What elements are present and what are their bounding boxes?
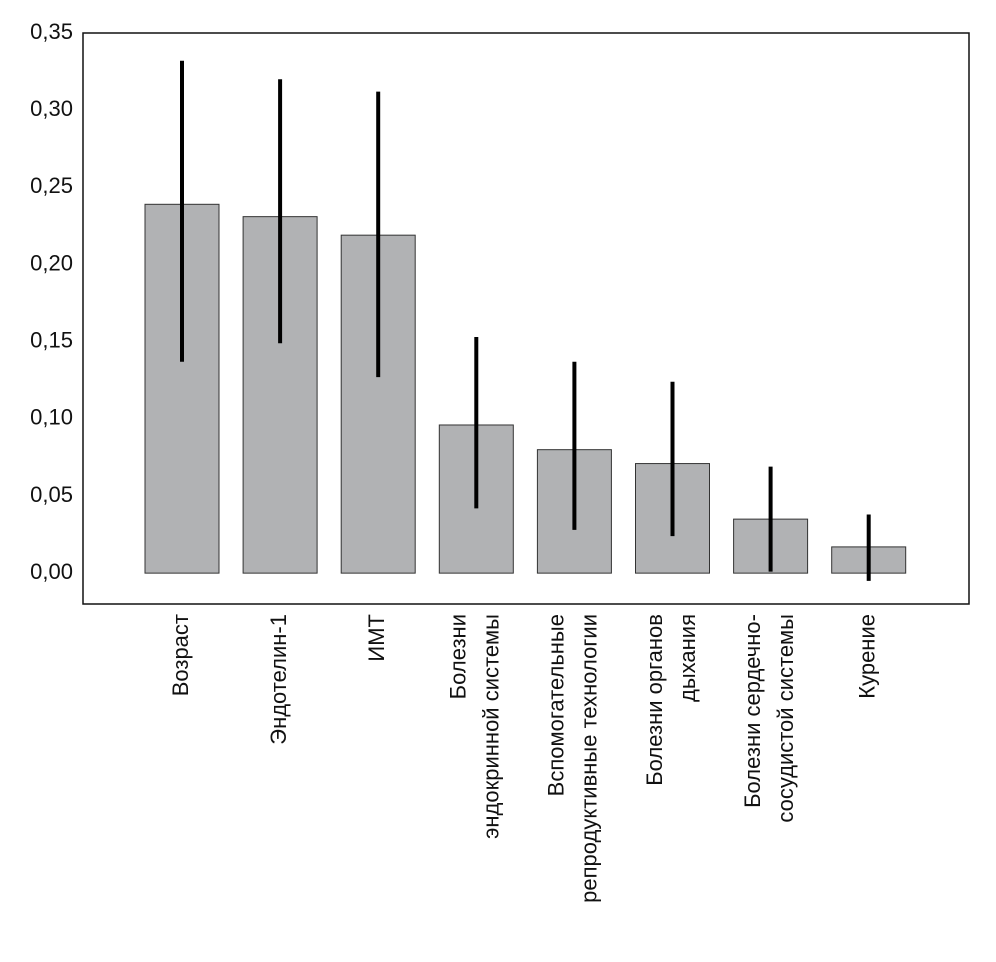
y-tick-label: 0,35 (30, 19, 73, 44)
plot-frame (82, 32, 970, 605)
x-tick-label: эндокринной системы (479, 614, 504, 839)
x-tick-label: Возраст (168, 614, 193, 696)
x-tick-label: Эндотелин-1 (266, 614, 291, 745)
x-tick-label: Вспомогательные (544, 614, 569, 796)
x-tick-label: Болезни (446, 614, 471, 699)
y-tick-label: 0,15 (30, 327, 73, 352)
y-tick-label: 0,00 (30, 559, 73, 584)
x-tick-label: Курение (855, 614, 880, 699)
x-tick-label: ИМТ (364, 614, 389, 662)
x-tick-label: Болезни органов (642, 614, 667, 786)
x-tick-label: Болезни сердечно- (740, 614, 765, 808)
x-tick-label: репродуктивные технологии (577, 614, 602, 903)
y-tick-label: 0,20 (30, 250, 73, 275)
y-tick-label: 0,25 (30, 173, 73, 198)
y-tick-label: 0,10 (30, 405, 73, 430)
x-tick-label: сосудистой системы (773, 614, 798, 823)
x-tick-label: дыхания (675, 614, 700, 702)
y-tick-label: 0,05 (30, 482, 73, 507)
y-tick-label: 0,30 (30, 96, 73, 121)
